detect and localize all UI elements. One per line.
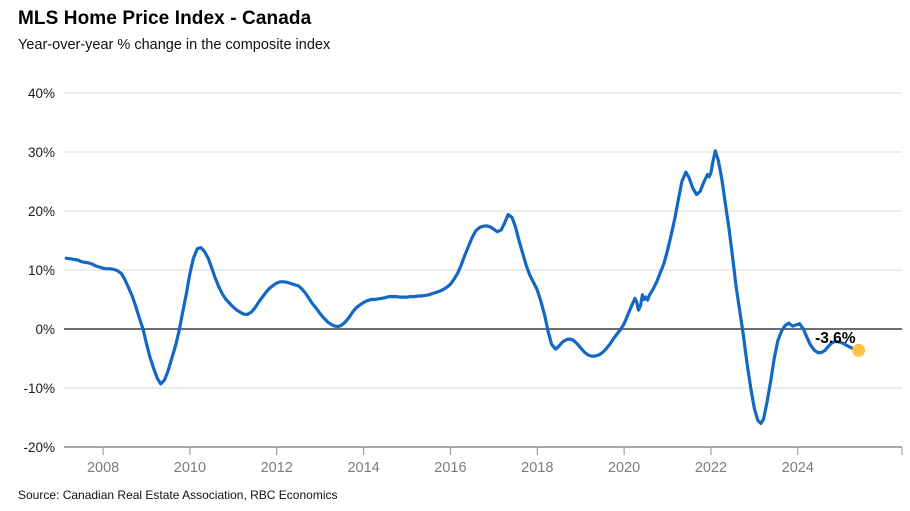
x-tick-label: 2012 <box>261 460 293 476</box>
x-tick-label: 2016 <box>434 460 466 476</box>
x-tick-label: 2008 <box>87 460 119 476</box>
x-tick-label: 2010 <box>174 460 206 476</box>
source-note: Source: Canadian Real Estate Association… <box>18 488 338 502</box>
latest-value-label: -3.6% <box>815 330 856 347</box>
y-tick-label: -10% <box>23 381 55 396</box>
y-tick-label: 30% <box>28 145 55 160</box>
data-line <box>64 149 861 425</box>
chart-title: MLS Home Price Index - Canada <box>18 8 312 29</box>
latest-point-dot <box>852 343 866 357</box>
chart-subtitle: Year-over-year % change in the composite… <box>18 37 331 53</box>
y-tick-label: 0% <box>35 322 55 337</box>
x-tick-label: 2020 <box>608 460 640 476</box>
y-tick-label: -20% <box>23 440 55 455</box>
x-tick-label: 2018 <box>521 460 553 476</box>
x-tick-label: 2024 <box>782 460 814 476</box>
y-tick-label: 10% <box>28 263 55 278</box>
x-tick-label: 2014 <box>347 460 379 476</box>
x-tick-label: 2022 <box>695 460 727 476</box>
y-tick-label: 20% <box>28 204 55 219</box>
y-tick-label: 40% <box>28 86 55 101</box>
